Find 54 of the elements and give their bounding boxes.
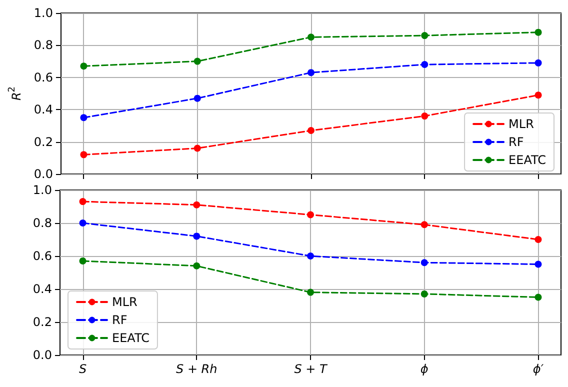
point <box>194 94 201 102</box>
y-tick-label: 0.2 <box>34 134 53 149</box>
legend-label: MLR <box>508 117 534 131</box>
y-tick-label: 0.6 <box>34 70 53 84</box>
point <box>80 114 88 122</box>
point <box>307 211 314 218</box>
point <box>307 288 314 296</box>
y-tick-label: 0.6 <box>32 249 52 263</box>
x-tick-label: ϕ′ <box>532 362 544 376</box>
point <box>421 32 428 40</box>
point <box>534 236 542 243</box>
point <box>308 34 314 41</box>
y-tick-label: 0.4 <box>32 282 52 296</box>
point <box>194 144 201 152</box>
point <box>308 69 314 76</box>
x-tick-label: S + Rh <box>176 362 218 376</box>
y-tick-label: 1.0 <box>34 6 53 20</box>
y-axis-title: R2 <box>8 86 24 101</box>
point <box>80 151 88 158</box>
point <box>534 260 542 268</box>
legend-label: RF <box>508 135 524 149</box>
y-tick-label: 0.4 <box>34 102 53 117</box>
point <box>79 198 86 206</box>
point <box>79 220 86 226</box>
point <box>80 62 88 70</box>
point <box>420 221 428 228</box>
point <box>534 294 542 301</box>
point <box>193 201 200 208</box>
y-tick-label: 0.0 <box>34 167 53 181</box>
y-tick-label: 0.0 <box>32 348 52 362</box>
x-tick-label: S + T <box>294 362 328 376</box>
point <box>534 59 542 66</box>
x-tick-label: ϕ <box>420 362 428 376</box>
point <box>534 28 542 36</box>
y-tick-label: 1.0 <box>32 183 52 197</box>
y-tick-label: 0.8 <box>34 38 53 52</box>
point <box>421 61 428 68</box>
y-tick-label: 0.8 <box>32 216 52 230</box>
point <box>421 112 428 120</box>
y-tick-label: 0.2 <box>32 315 52 329</box>
point <box>194 58 201 65</box>
legend-label: EEATC <box>112 331 150 345</box>
point <box>307 252 314 260</box>
point <box>308 127 314 134</box>
legend-label: RF <box>112 313 128 327</box>
point <box>193 232 200 240</box>
legend-label: MLR <box>112 295 138 309</box>
point <box>193 262 200 270</box>
point <box>420 259 428 266</box>
legend-label: EEATC <box>508 153 546 167</box>
point <box>534 92 542 99</box>
point <box>420 290 428 298</box>
x-tick-label: S <box>78 362 87 376</box>
point <box>79 257 86 264</box>
